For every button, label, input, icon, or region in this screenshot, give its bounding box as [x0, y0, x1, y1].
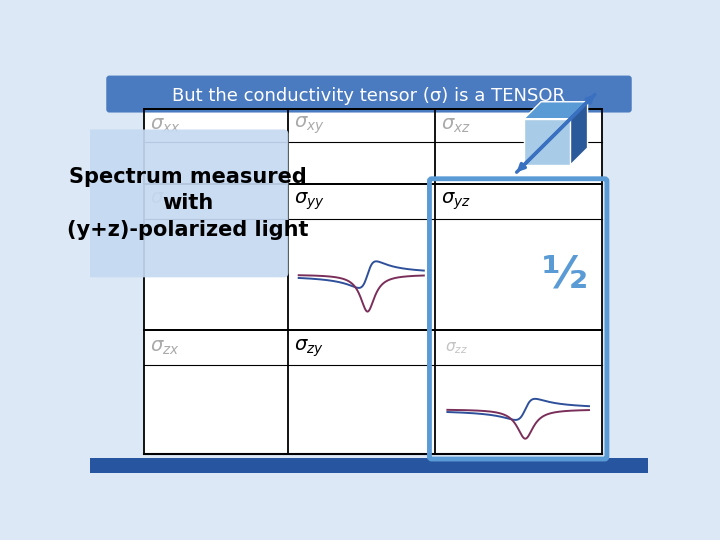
Text: $\sigma_{zy}$: $\sigma_{zy}$ [294, 337, 323, 359]
Text: $\sigma_{xy}$: $\sigma_{xy}$ [294, 115, 325, 137]
Text: $\sigma_{zx}$: $\sigma_{zx}$ [150, 338, 180, 357]
Polygon shape [524, 102, 588, 119]
Text: $\sigma_{xx}$: $\sigma_{xx}$ [150, 116, 181, 135]
Text: $\sigma_{yz}$: $\sigma_{yz}$ [441, 191, 471, 212]
Text: $\sigma_{zz}$: $\sigma_{zz}$ [445, 340, 468, 356]
Text: ½: ½ [541, 253, 588, 296]
Text: But the conductivity tensor (σ) is a TENSOR: But the conductivity tensor (σ) is a TEN… [173, 86, 565, 105]
Bar [144, 110, 601, 454]
Polygon shape [524, 119, 570, 165]
FancyBboxPatch shape [87, 130, 289, 278]
FancyBboxPatch shape [107, 76, 631, 112]
Text: $\sigma_{xz}$: $\sigma_{xz}$ [441, 116, 471, 135]
Text: $\sigma_{yx}$: $\sigma_{yx}$ [150, 191, 181, 212]
Polygon shape [570, 102, 588, 165]
Text: $\sigma_{yy}$: $\sigma_{yy}$ [294, 191, 325, 212]
Text: Spectrum measured
with
(y+z)-polarized light: Spectrum measured with (y+z)-polarized l… [67, 167, 308, 240]
Bar [90, 457, 648, 473]
